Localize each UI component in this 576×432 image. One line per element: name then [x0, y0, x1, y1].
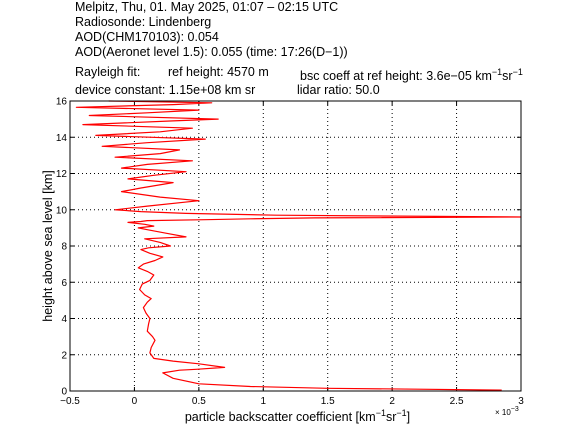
- y-tick-label: 10: [56, 205, 68, 216]
- y-tick-label: 12: [56, 169, 68, 180]
- bsc-coeff-info: bsc coeff at ref height: 3.6e−05 km−1sr−…: [300, 65, 523, 84]
- x-axis-multiplier-base: × 10: [495, 408, 511, 417]
- bsc-coeff-exp2: −1: [512, 67, 523, 77]
- x-axis-label: particle backscatter coefficient [km−1sr…: [185, 408, 410, 424]
- title-location-time: Melpitz, Thu, 01. May 2025, 01:07 – 02:1…: [75, 0, 339, 14]
- y-tick-label: 14: [56, 133, 68, 144]
- x-tick-label: 0.5: [192, 396, 206, 407]
- x-axis-label-end: ]: [407, 410, 410, 424]
- plot-frame: [69, 100, 522, 392]
- lidar-ratio-info: lidar ratio: 50.0: [297, 83, 380, 97]
- x-axis-multiplier: × 10−3: [495, 406, 519, 417]
- y-tick-label: 2: [61, 350, 67, 361]
- rayleigh-fit-label: Rayleigh fit:: [75, 65, 141, 79]
- backscatter-profile-line: [75, 100, 522, 391]
- x-axis-multiplier-exp: −3: [511, 406, 519, 413]
- x-axis-label-exp1: −1: [376, 408, 386, 418]
- x-axis-label-mid: sr: [386, 410, 396, 424]
- ref-height-info: ref height: 4570 m: [168, 65, 269, 79]
- aod-aeronet-info: AOD(Aeronet level 1.5): 0.055 (time: 17:…: [75, 45, 348, 59]
- x-axis-label-main: particle backscatter coefficient [km: [185, 410, 376, 424]
- grid-lines: [70, 101, 521, 391]
- bsc-coeff-mid: sr: [502, 69, 513, 84]
- y-tick-label: 8: [61, 242, 67, 253]
- bsc-coeff-exp1: −1: [491, 67, 503, 77]
- y-tick-label: 6: [61, 278, 67, 289]
- bsc-coeff-prefix: bsc coeff at ref height: 3.6e−05 km: [300, 69, 492, 84]
- x-tick-label: 3: [518, 396, 524, 407]
- x-tick-label: 1.5: [321, 396, 335, 407]
- x-axis-label-exp2: −1: [396, 408, 406, 418]
- x-tick-label: 0: [132, 396, 138, 407]
- aod-chm-info: AOD(CHM170103): 0.054: [75, 30, 219, 44]
- x-tick-label: 2.5: [450, 396, 464, 407]
- y-tick-label: 4: [61, 314, 67, 325]
- device-constant-info: device constant: 1.15e+08 km sr: [75, 83, 256, 97]
- x-tick-label: 2: [389, 396, 395, 407]
- series-group: [75, 100, 522, 391]
- y-tick-label: 16: [56, 97, 68, 108]
- radiosonde-info: Radiosonde: Lindenberg: [75, 15, 212, 29]
- x-tick-label: 1: [261, 396, 267, 407]
- y-tick-label: 0: [61, 387, 67, 398]
- y-axis-label: height above sea level [km]: [41, 170, 55, 321]
- x-tick-label: −0.5: [60, 396, 80, 407]
